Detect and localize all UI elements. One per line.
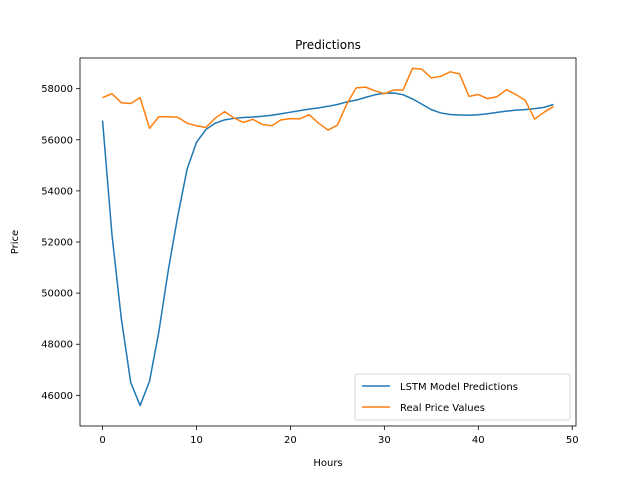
- x-axis: 0 10 20 30 40 50: [99, 426, 579, 446]
- legend-label-real: Real Price Values: [400, 403, 485, 414]
- y-tick-label: 54000: [41, 186, 73, 197]
- x-tick-label: 20: [284, 435, 297, 446]
- legend: LSTM Model Predictions Real Price Values: [354, 373, 571, 421]
- y-axis-label: Price: [10, 230, 21, 254]
- legend-label-lstm: LSTM Model Predictions: [400, 382, 518, 393]
- plot-area: [101, 67, 554, 407]
- y-tick-label: 52000: [41, 238, 73, 249]
- series-line-1: [102, 67, 554, 131]
- x-axis-label: Hours: [313, 458, 342, 469]
- chart-title: Predictions: [295, 38, 361, 52]
- y-tick-label: 46000: [41, 391, 73, 402]
- x-tick-label: 30: [378, 435, 391, 446]
- y-tick-label: 58000: [41, 84, 73, 95]
- y-tick-label: 56000: [41, 135, 73, 146]
- legend-box: [354, 373, 571, 421]
- series-line-0: [101, 92, 554, 407]
- y-tick-label: 48000: [41, 340, 73, 351]
- x-tick-label: 0: [99, 435, 105, 446]
- x-tick-label: 50: [566, 435, 579, 446]
- y-axis: 46000 48000 50000 52000 54000 56000 58000: [41, 84, 80, 402]
- y-tick-label: 50000: [41, 289, 73, 300]
- x-tick-label: 10: [190, 435, 203, 446]
- x-tick-label: 40: [472, 435, 485, 446]
